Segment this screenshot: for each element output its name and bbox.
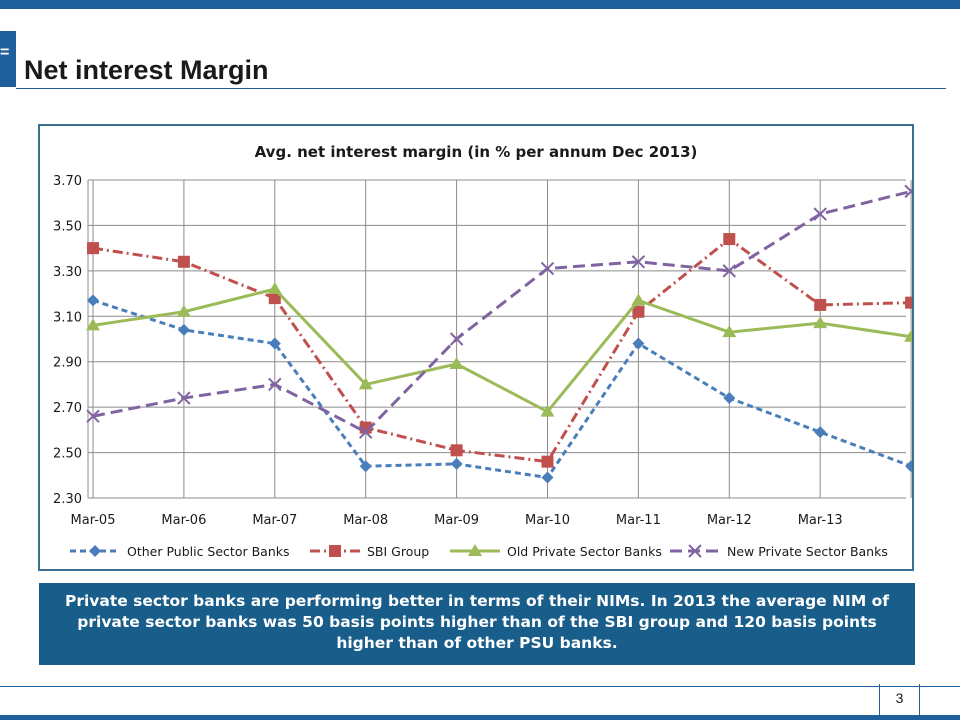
page-number-separator-left [879,684,880,716]
x-tick-label: Mar-07 [252,513,297,528]
data-point [722,264,737,278]
data-point [688,544,702,558]
chart-panel: Avg. net interest margin (in % per annum… [38,124,914,571]
x-tick-label: Mar-05 [71,513,116,528]
x-tick-label: Mar-08 [343,513,388,528]
y-tick-label: 2.70 [53,401,82,416]
series-line-old-private-sector-banks [92,287,912,414]
data-point [358,425,373,439]
data-point [905,460,912,473]
x-tick-label: Mar-13 [798,513,843,528]
data-point [813,207,827,221]
data-point [268,337,281,350]
legend-entry: Old Private Sector Banks [507,544,662,559]
data-point [723,233,736,246]
data-point [87,242,99,255]
data-point [813,316,828,329]
x-tick-label: Mar-06 [161,513,206,528]
data-point [268,377,282,392]
page-number: 3 [895,690,904,706]
chart-title: Avg. net interest margin (in % per annum… [255,143,698,161]
series-line-other-public-sector-banks [92,298,912,480]
legend-entry: SBI Group [367,544,429,559]
page-number-separator-right [919,684,920,716]
y-tick-label: 3.10 [53,310,82,325]
data-point [540,261,555,276]
data-point [268,292,281,305]
y-tick-label: 3.50 [53,219,82,234]
y-tick-label: 2.90 [53,356,82,371]
data-point [905,296,912,309]
data-point [904,184,912,199]
page-title: Net interest Margin [24,55,269,85]
y-tick-label: 3.30 [53,265,82,280]
data-point [632,305,645,318]
data-point [329,545,341,557]
data-point [722,325,737,338]
data-point [450,457,463,470]
line-chart: Avg. net interest margin (in % per annum… [53,143,912,559]
side-tab-glyph: = [0,44,10,61]
top-accent-bar [0,0,960,9]
y-tick-label: 2.30 [53,492,82,507]
data-point [541,471,554,484]
side-tab: = [0,31,16,87]
data-point [267,282,282,295]
data-point [814,426,827,439]
footer-rule [0,686,960,687]
x-tick-label: Mar-11 [616,513,661,528]
data-point [177,323,190,336]
x-tick-label: Mar-12 [707,513,752,528]
data-point [86,318,100,331]
y-tick-label: 3.70 [53,174,82,189]
x-tick-label: Mar-10 [525,513,570,528]
series-line-new-private-sector-banks [92,189,912,434]
data-point [176,304,191,317]
bottom-accent-bar [0,715,960,720]
data-point [468,544,482,556]
data-point [87,294,99,307]
data-point [177,391,191,405]
data-point [177,255,190,268]
data-point [358,377,373,390]
data-point [450,444,463,457]
summary-callout: Private sector banks are performing bett… [39,583,915,665]
data-point [359,460,372,473]
data-point [632,337,645,350]
data-point [449,356,464,369]
legend-entry: New Private Sector Banks [727,544,888,559]
series-line-sbi-group [92,237,912,464]
data-point [723,392,736,405]
x-tick-label: Mar-09 [434,513,479,528]
data-point [86,409,100,423]
y-tick-label: 2.50 [53,447,82,462]
legend-entry: Other Public Sector Banks [127,544,290,559]
data-point [540,404,555,417]
data-point [631,293,646,306]
data-point [814,298,827,311]
data-point [541,455,554,468]
title-underline [16,88,946,89]
data-point [89,545,101,557]
data-point [449,332,464,346]
data-point [631,255,646,269]
data-point [904,329,912,342]
